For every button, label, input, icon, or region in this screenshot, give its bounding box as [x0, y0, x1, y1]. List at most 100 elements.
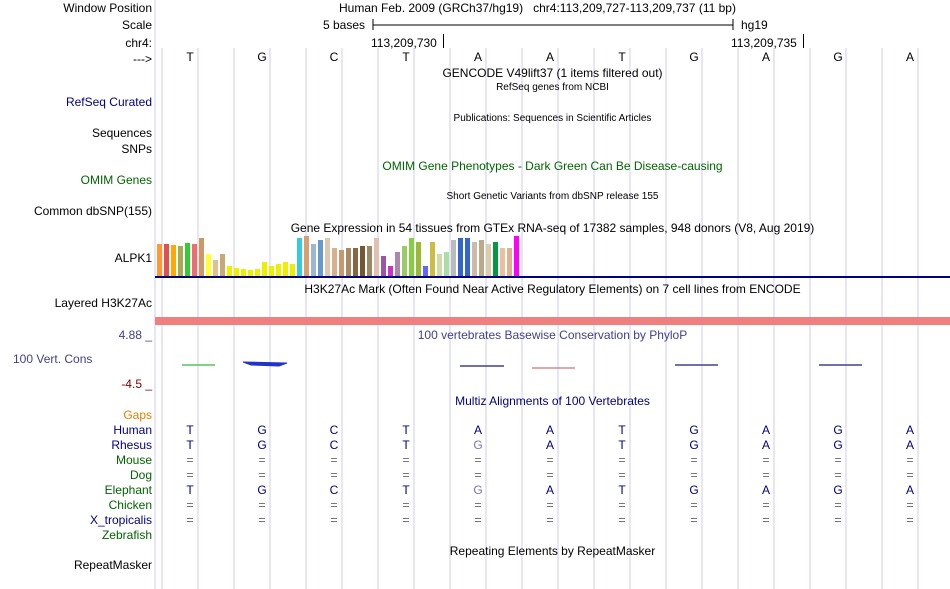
gtex-tissue-bar[interactable]: [262, 262, 267, 276]
omim-label[interactable]: OMIM Genes: [80, 173, 152, 187]
dbsnp-track-title[interactable]: Short Genetic Variants from dbSNP releas…: [446, 191, 659, 202]
gtex-tissue-bar[interactable]: [430, 242, 435, 276]
gtex-tissue-bar[interactable]: [171, 245, 176, 276]
gtex-tissue-bar[interactable]: [381, 256, 386, 276]
gtex-tissue-bar[interactable]: [220, 254, 225, 276]
gtex-tissue-bar[interactable]: [255, 269, 260, 276]
gtex-tissue-bar[interactable]: [514, 236, 519, 276]
gtex-tissue-bar[interactable]: [311, 244, 316, 276]
gtex-tissue-bar[interactable]: [472, 242, 477, 276]
gtex-tissue-bar[interactable]: [269, 266, 274, 276]
alignment-base: A: [473, 423, 482, 437]
species-label[interactable]: X_tropicalis: [89, 513, 152, 527]
alignment-base: =: [186, 498, 194, 512]
gtex-tissue-bar[interactable]: [423, 266, 428, 276]
gtex-tissue-bar[interactable]: [388, 266, 393, 276]
gtex-tissue-bar[interactable]: [192, 244, 197, 276]
gtex-tissue-bar[interactable]: [395, 252, 400, 276]
multiz-track-title[interactable]: Multiz Alignments of 100 Vertebrates: [455, 394, 650, 408]
species-label[interactable]: Dog: [129, 468, 152, 482]
repeatmasker-track-title[interactable]: Repeating Elements by RepeatMasker: [449, 544, 656, 558]
gaps-label[interactable]: Gaps: [123, 408, 152, 422]
sequences-label[interactable]: Sequences: [91, 126, 152, 140]
gtex-tissue-bar[interactable]: [178, 246, 183, 276]
gtex-tissue-bar[interactable]: [227, 266, 232, 276]
gtex-track-title[interactable]: Gene Expression in 54 tissues from GTEx …: [290, 221, 815, 235]
gtex-tissue-bar[interactable]: [157, 244, 162, 276]
gtex-expression-chart[interactable]: [157, 236, 537, 276]
gtex-tissue-bar[interactable]: [486, 244, 491, 276]
dbsnp-label[interactable]: Common dbSNP(155): [33, 204, 152, 218]
gtex-tissue-bar[interactable]: [465, 238, 470, 276]
refseq-track-title[interactable]: RefSeq genes from NCBI: [496, 82, 609, 93]
gtex-tissue-bar[interactable]: [367, 246, 372, 276]
gtex-tissue-bar[interactable]: [353, 248, 358, 276]
gtex-tissue-bar[interactable]: [199, 238, 204, 276]
gtex-tissue-bar[interactable]: [458, 238, 463, 276]
alignment-base: =: [330, 468, 338, 482]
species-label[interactable]: Chicken: [108, 498, 152, 512]
gtex-tissue-bar[interactable]: [479, 240, 484, 276]
alignment-base: =: [546, 498, 554, 512]
gtex-tissue-bar[interactable]: [185, 243, 190, 276]
gtex-tissue-bar[interactable]: [297, 238, 302, 276]
gtex-tissue-bar[interactable]: [402, 246, 407, 276]
species-label[interactable]: Rhesus: [111, 438, 152, 452]
assembly-title[interactable]: Human Feb. 2009 (GRCh37/hg19) chr4:113,2…: [339, 1, 736, 15]
h3k27ac-label[interactable]: Layered H3K27Ac: [54, 296, 152, 310]
h3k27ac-signal-bar[interactable]: [155, 317, 950, 325]
conservation-track-title[interactable]: 100 vertebrates Basewise Conservation by…: [417, 328, 688, 342]
gtex-tissue-bar[interactable]: [318, 240, 323, 276]
gtex-tissue-bar[interactable]: [276, 264, 281, 276]
alignment-base: G: [689, 483, 699, 497]
gtex-gene-label[interactable]: ALPK1: [114, 251, 152, 265]
base-letter: A: [761, 50, 770, 64]
gtex-tissue-bar[interactable]: [213, 260, 218, 276]
species-label[interactable]: Elephant: [104, 483, 152, 497]
gtex-tissue-bar[interactable]: [164, 244, 169, 276]
gtex-tissue-bar[interactable]: [339, 250, 344, 276]
conservation-min: -4.5 _: [121, 377, 152, 391]
conservation-label[interactable]: 100 Vert. Cons: [13, 352, 93, 366]
gtex-tissue-bar[interactable]: [241, 269, 246, 276]
gencode-track-title[interactable]: GENCODE V49lift37 (1 items filtered out): [442, 66, 663, 80]
h3k27ac-track-title[interactable]: H3K27Ac Mark (Often Found Near Active Re…: [304, 282, 801, 296]
conservation-wiggle[interactable]: [155, 355, 950, 371]
gtex-tissue-bar[interactable]: [409, 238, 414, 276]
alignment-base: A: [545, 483, 554, 497]
refseq-label[interactable]: RefSeq Curated: [65, 95, 152, 109]
gtex-tissue-bar[interactable]: [346, 248, 351, 276]
gtex-tissue-bar[interactable]: [234, 268, 239, 276]
alignment-base: G: [833, 423, 843, 437]
gtex-tissue-bar[interactable]: [416, 242, 421, 276]
gtex-tissue-bar[interactable]: [332, 248, 337, 276]
alignment-base: T: [618, 438, 626, 452]
gtex-tissue-bar[interactable]: [444, 252, 449, 276]
gtex-tissue-bar[interactable]: [493, 242, 498, 276]
gtex-tissue-bar[interactable]: [500, 248, 505, 276]
gtex-tissue-bar[interactable]: [360, 246, 365, 276]
repeatmasker-label[interactable]: RepeatMasker: [73, 558, 152, 572]
gtex-tissue-bar[interactable]: [325, 238, 330, 276]
strand-label: --->: [133, 52, 152, 66]
gtex-tissue-bar[interactable]: [437, 254, 442, 276]
species-label[interactable]: Zebrafish: [101, 528, 152, 542]
gtex-tissue-bar[interactable]: [507, 248, 512, 276]
gtex-tissue-bar[interactable]: [451, 240, 456, 276]
gtex-tissue-bar[interactable]: [304, 236, 309, 276]
species-label[interactable]: Human: [113, 423, 152, 437]
gtex-tissue-bar[interactable]: [283, 262, 288, 276]
gtex-tissue-bar[interactable]: [374, 238, 379, 276]
alignment-base: =: [762, 513, 770, 527]
gtex-tissue-bar[interactable]: [248, 270, 253, 276]
base-letter: A: [545, 50, 554, 64]
gtex-tissue-bar[interactable]: [290, 264, 295, 276]
alignment-base: A: [905, 483, 914, 497]
snps-label[interactable]: SNPs: [121, 142, 152, 156]
omim-track-title[interactable]: OMIM Gene Phenotypes - Dark Green Can Be…: [382, 159, 723, 173]
species-label[interactable]: Mouse: [115, 453, 152, 467]
gtex-tissue-bar[interactable]: [206, 254, 211, 276]
db-name: hg19: [741, 18, 768, 32]
publications-track-title[interactable]: Publications: Sequences in Scientific Ar…: [453, 113, 652, 124]
alignment-base: =: [690, 513, 698, 527]
